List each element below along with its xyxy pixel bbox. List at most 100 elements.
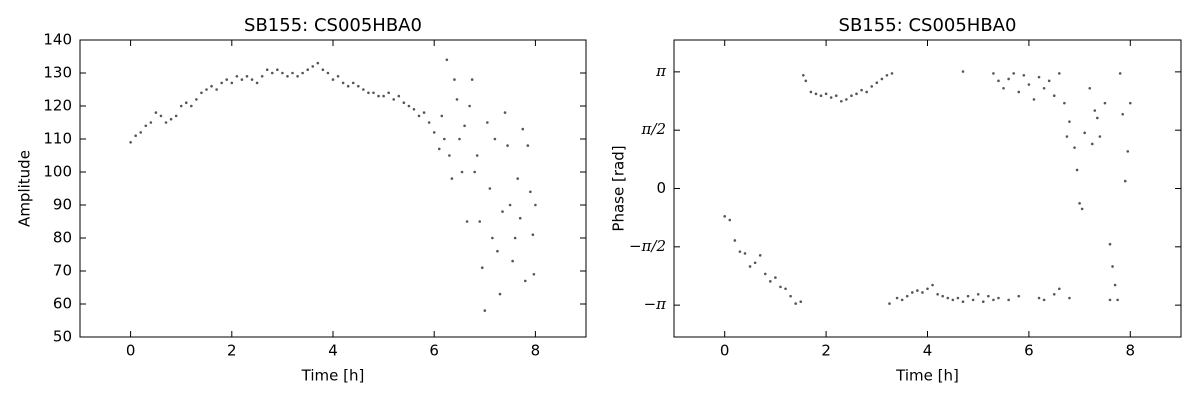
data-point [225, 78, 229, 81]
data-point [215, 88, 218, 91]
data-point [387, 91, 390, 95]
data-point [1068, 120, 1071, 123]
data-point [508, 203, 512, 207]
data-point [1002, 86, 1005, 90]
data-point [286, 75, 289, 78]
data-point [855, 92, 858, 96]
data-point [1007, 298, 1010, 302]
data-point [445, 58, 449, 62]
x-tick-label: 8 [1126, 342, 1136, 360]
data-point [532, 273, 536, 276]
data-point [840, 99, 843, 103]
data-point [1078, 202, 1081, 205]
data-point [733, 239, 737, 242]
data-point [926, 287, 929, 291]
data-point [220, 81, 223, 85]
data-point [296, 75, 299, 78]
data-point [1037, 296, 1041, 300]
data-point [769, 280, 772, 283]
data-point [946, 296, 950, 300]
data-point [460, 170, 464, 174]
data-point [521, 127, 525, 131]
subplot: SB155: CS005HBA0 Time [h] Amplitude 0 2 4 6 8 50… [16, 15, 587, 385]
data-point [1126, 150, 1130, 153]
data-point [789, 294, 792, 298]
data-point [377, 94, 380, 98]
data-point [205, 88, 208, 91]
data-point [453, 78, 456, 81]
data-point [331, 78, 335, 81]
data-point [531, 233, 535, 236]
data-point [1111, 265, 1114, 268]
data-point [270, 71, 274, 75]
data-point [910, 291, 914, 294]
data-point [144, 124, 148, 128]
data-point [931, 283, 934, 287]
data-point [306, 68, 310, 71]
data-point [1121, 112, 1124, 116]
plot-frame [79, 39, 587, 338]
data-point [255, 81, 259, 85]
data-point [865, 90, 868, 94]
subplot: SB155: CS005HBA0 Time [h] Phase [rad] 0 2 4 6 8… [610, 15, 1182, 385]
data-point [164, 121, 168, 124]
data-point [1052, 293, 1056, 296]
data-point [961, 70, 965, 73]
data-point [743, 252, 747, 255]
data-point [1047, 79, 1051, 83]
data-point [1032, 98, 1036, 101]
y-tick-label: 50 [53, 328, 72, 346]
data-point [921, 291, 924, 294]
data-point [1073, 146, 1076, 149]
y-tick-label: 70 [53, 262, 72, 280]
y-tick-label: π/2 [641, 120, 666, 138]
data-point [346, 84, 350, 88]
data-point [440, 114, 444, 118]
data-point [190, 104, 193, 108]
data-point [728, 218, 732, 222]
y-tick-label: 60 [53, 295, 72, 313]
data-point [357, 84, 360, 88]
data-point [480, 266, 484, 270]
data-point [860, 88, 863, 92]
data-point [245, 75, 249, 78]
data-point [723, 215, 726, 218]
data-point [470, 78, 474, 81]
data-point [966, 294, 970, 298]
data-point [154, 111, 158, 114]
x-tick-label: 6 [429, 342, 439, 360]
y-tick-label: −π/2 [629, 237, 666, 255]
data-point [129, 141, 132, 144]
data-point [1096, 116, 1099, 120]
x-tick-label: 2 [227, 342, 237, 360]
data-point [367, 91, 370, 95]
data-point [1123, 179, 1127, 183]
data-point [758, 254, 762, 257]
data-point [971, 298, 975, 302]
y-tick-label: 120 [43, 97, 72, 115]
data-point [1042, 86, 1046, 90]
data-point [1058, 287, 1061, 291]
data-point [432, 131, 436, 134]
data-point [992, 298, 995, 302]
data-point [1116, 298, 1119, 302]
data-point [397, 94, 401, 98]
x-tick-label: 8 [531, 342, 541, 360]
data-point [1063, 101, 1066, 105]
data-point [905, 294, 909, 298]
data-point [814, 92, 818, 96]
x-tick-label: 6 [1024, 342, 1034, 360]
data-point [372, 91, 375, 95]
data-point [402, 101, 406, 104]
data-point [184, 101, 188, 104]
data-point [311, 65, 315, 68]
data-point [1083, 131, 1086, 135]
data-point [336, 75, 340, 78]
data-point [1088, 86, 1092, 90]
data-point [1108, 298, 1112, 302]
data-point [195, 98, 198, 101]
data-point [1080, 207, 1084, 211]
data-point [362, 88, 365, 91]
data-point [250, 78, 254, 81]
